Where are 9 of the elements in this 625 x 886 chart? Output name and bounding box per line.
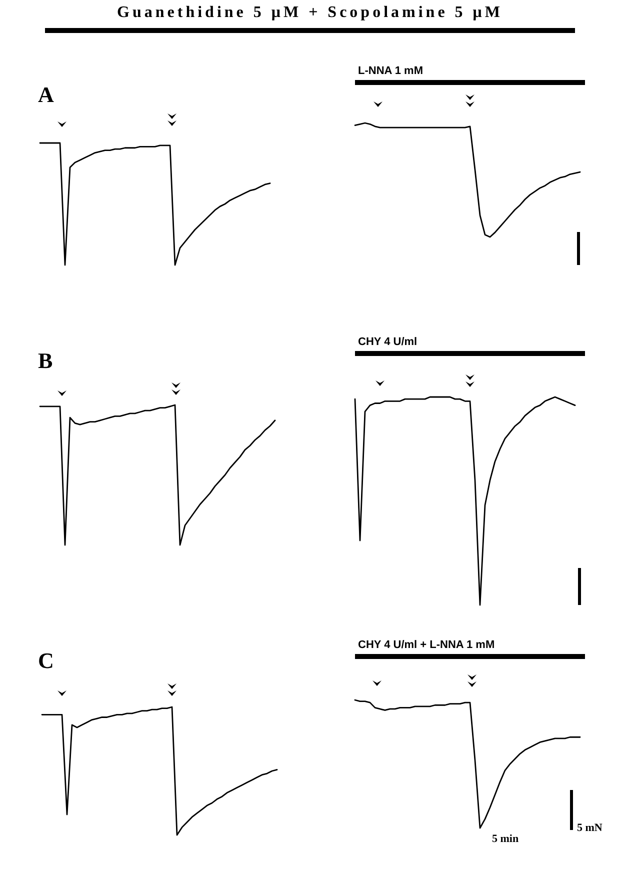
text: 5 min — [492, 833, 519, 845]
text: Guanethidine 5 μM + Scopolamine 5 μM — [116, 4, 504, 22]
chart-title: L-NNA 1 mM — [358, 65, 423, 77]
annotation: 5 mN — [577, 822, 602, 834]
chart-title: A — [38, 82, 54, 108]
chart-title: CHY 4 U/ml + L-NNA 1 mM — [358, 639, 495, 651]
chart-title: C — [38, 648, 54, 674]
chart-title: CHY 4 U/ml — [358, 336, 418, 348]
chart-title: B — [38, 348, 53, 374]
